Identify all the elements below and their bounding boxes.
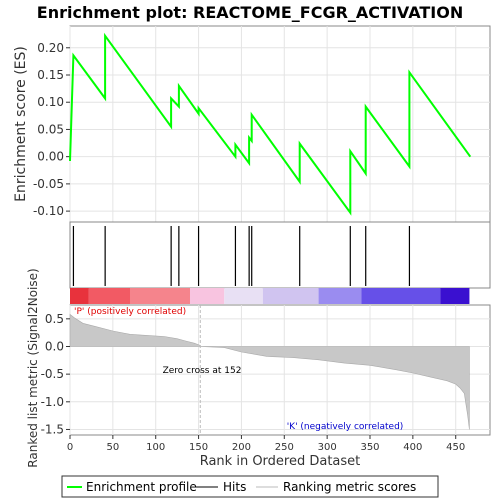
legend-box bbox=[61, 475, 439, 498]
hit-lines bbox=[72, 226, 411, 286]
x-tick-label: 450 bbox=[446, 442, 465, 453]
es-plot-frame bbox=[69, 25, 491, 223]
rank-heat-bar bbox=[70, 288, 470, 304]
metric-y-ticks: -1.5 -1.0 -0.5 0.0 0.5 bbox=[41, 312, 70, 436]
positive-annotation: 'P' (positively correlated) bbox=[74, 307, 186, 317]
x-tick-label: 50 bbox=[106, 442, 119, 453]
es-tick-label: 0.05 bbox=[37, 122, 64, 136]
es-tick-label: 0.00 bbox=[37, 150, 64, 164]
x-tick-label: 200 bbox=[232, 442, 251, 453]
x-tick-label: 0 bbox=[67, 442, 73, 453]
es-grid bbox=[69, 26, 490, 222]
x-tick-label: 350 bbox=[360, 442, 379, 453]
metric-tick-label: 0.0 bbox=[45, 339, 64, 353]
es-y-axis-label: Enrichment score (ES) bbox=[13, 46, 29, 202]
metric-tick-label: -1.0 bbox=[41, 395, 64, 409]
hits-panel bbox=[69, 221, 491, 289]
es-y-ticks: -0.10 -0.05 0.00 0.05 0.10 0.15 0.20 bbox=[33, 41, 70, 218]
chart-title: Enrichment plot: REACTOME_FCGR_ACTIVATIO… bbox=[37, 3, 463, 22]
ranking-metric-bars bbox=[69, 313, 470, 430]
x-tick-label: 150 bbox=[189, 442, 208, 453]
heat-segment bbox=[190, 288, 225, 304]
heat-segment bbox=[70, 288, 89, 304]
metric-area bbox=[69, 313, 470, 430]
heat-segment bbox=[130, 288, 190, 304]
negative-annotation: 'K' (negatively correlated) bbox=[287, 422, 404, 432]
x-tick-label: 300 bbox=[318, 442, 337, 453]
enrichment-profile-line bbox=[69, 32, 472, 216]
hits-frame bbox=[69, 221, 491, 289]
legend-hits-label: Hits bbox=[223, 480, 246, 494]
es-panel: -0.10 -0.05 0.00 0.05 0.10 0.15 0.20 Enrichmen… bbox=[13, 25, 491, 223]
heat-segment bbox=[361, 288, 441, 304]
x-tick-label: 400 bbox=[403, 442, 422, 453]
heat-segment bbox=[262, 288, 319, 304]
es-tick-label: -0.05 bbox=[33, 177, 64, 191]
metric-x-ticks: 0 50 100 150 200 250 300 350 400 450 bbox=[67, 435, 465, 453]
es-tick-label: 0.20 bbox=[37, 41, 64, 55]
zero-cross-annotation: Zero cross at 152 bbox=[163, 366, 242, 376]
es-tick-label: 0.15 bbox=[37, 68, 64, 82]
legend: Enrichment profile Hits Ranking metric s… bbox=[61, 475, 439, 498]
metric-tick-label: -1.5 bbox=[41, 422, 64, 436]
heat-segment bbox=[88, 288, 130, 304]
heat-segment bbox=[224, 288, 263, 304]
heat-segment bbox=[440, 288, 470, 304]
es-tick-label: 0.10 bbox=[37, 95, 64, 109]
x-tick-label: 100 bbox=[146, 442, 165, 453]
metric-tick-label: 0.5 bbox=[45, 312, 64, 326]
metric-tick-label: -0.5 bbox=[41, 367, 64, 381]
metric-y-axis-label: Ranked list metric (Signal2Noise) bbox=[26, 268, 40, 467]
heat-segment bbox=[318, 288, 362, 304]
x-axis-label: Rank in Ordered Dataset bbox=[200, 454, 361, 469]
legend-ranking-label: Ranking metric scores bbox=[283, 480, 416, 494]
metric-panel: -1.5 -1.0 -0.5 0.0 0.5 0 50 100 150 200 250 300 350… bbox=[26, 268, 491, 469]
legend-enrichment-label: Enrichment profile bbox=[86, 480, 197, 494]
x-tick-label: 250 bbox=[275, 442, 294, 453]
es-tick-label: -0.10 bbox=[33, 204, 64, 218]
